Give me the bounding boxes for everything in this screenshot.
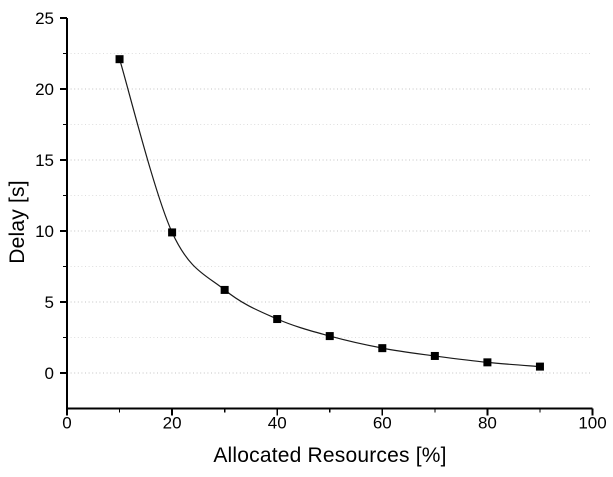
- x-tick-label: 100: [578, 414, 606, 433]
- data-point-marker: [535, 362, 544, 371]
- data-curve: [119, 59, 541, 368]
- x-tick-label: 80: [478, 414, 497, 433]
- x-tick-label: 20: [163, 414, 182, 433]
- y-tick-label: 10: [35, 222, 54, 241]
- x-tick-label: 60: [373, 414, 392, 433]
- y-tick-label: 25: [35, 9, 54, 28]
- data-point-marker: [168, 228, 177, 237]
- y-tick-label: 5: [45, 293, 54, 312]
- data-point-marker: [378, 344, 387, 353]
- data-point-marker: [220, 285, 229, 294]
- data-point-marker: [430, 351, 439, 360]
- x-tick-label: 0: [62, 414, 71, 433]
- data-point-marker: [115, 55, 124, 64]
- y-tick-label: 20: [35, 80, 54, 99]
- data-point-marker: [325, 332, 334, 341]
- x-axis-title: Allocated Resources [%]: [213, 444, 447, 467]
- y-axis-title: Delay [s]: [6, 180, 29, 264]
- x-tick-label: 40: [268, 414, 287, 433]
- data-point-marker: [273, 315, 282, 324]
- y-tick-label: 0: [45, 364, 54, 383]
- data-point-marker: [483, 358, 492, 367]
- y-tick-label: 15: [35, 151, 54, 170]
